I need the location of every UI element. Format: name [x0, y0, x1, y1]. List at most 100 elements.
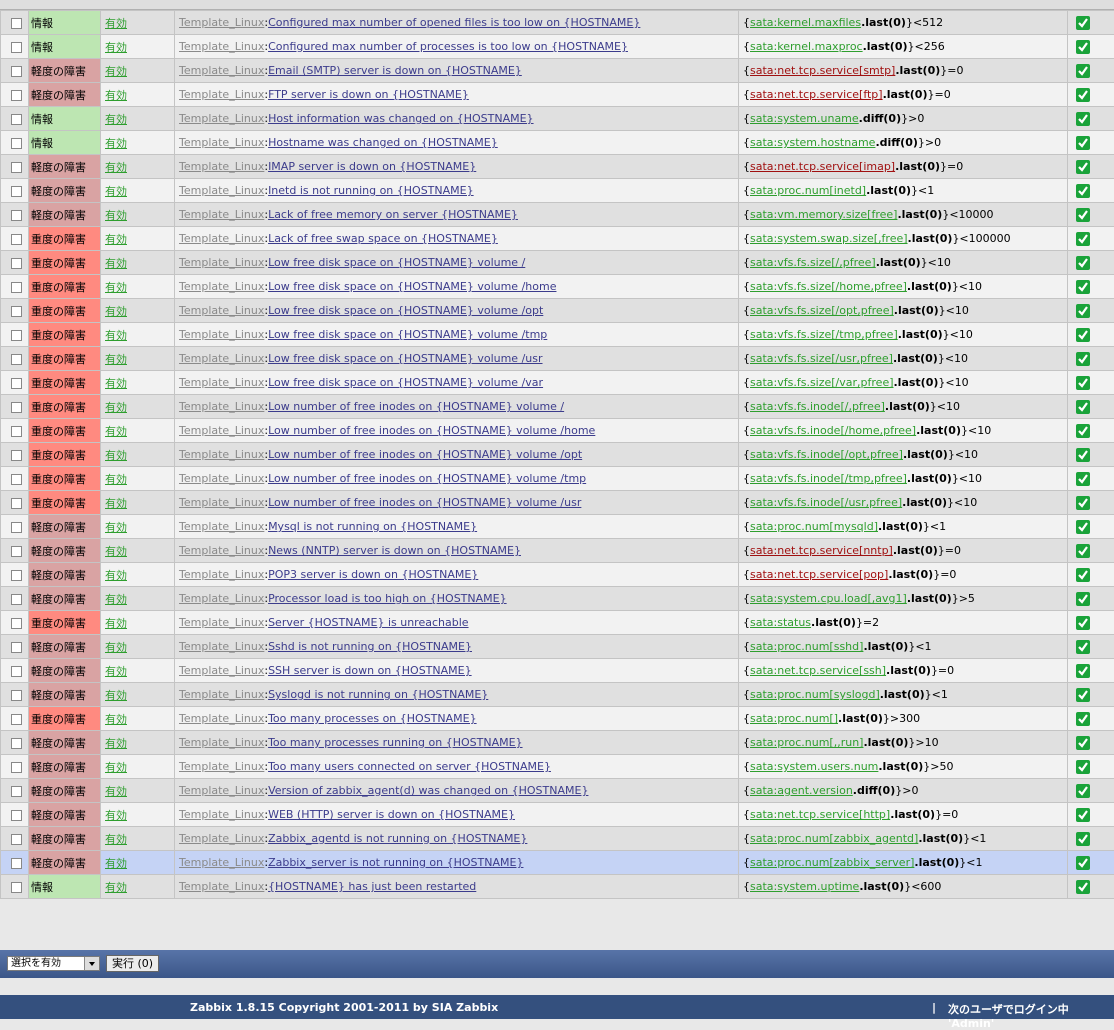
status-link[interactable]: 有効 [105, 497, 127, 510]
status-link[interactable]: 有効 [105, 137, 127, 150]
status-link[interactable]: 有効 [105, 401, 127, 414]
status-link[interactable]: 有効 [105, 473, 127, 486]
item-key[interactable]: sata:proc.num[syslogd] [750, 688, 880, 701]
trigger-name[interactable]: Too many processes running on {HOSTNAME} [268, 736, 522, 749]
item-key[interactable]: sata:agent.version [750, 784, 853, 797]
trigger-name[interactable]: Lack of free memory on server {HOSTNAME} [268, 208, 518, 221]
row-checkbox[interactable] [11, 714, 22, 725]
item-key[interactable]: sata:system.hostname [750, 136, 875, 149]
item-key[interactable]: sata:system.swap.size[,free] [750, 232, 908, 245]
row-checkbox[interactable] [11, 114, 22, 125]
host-link[interactable]: Template_Linux [179, 424, 264, 437]
status-link[interactable]: 有効 [105, 809, 127, 822]
host-link[interactable]: Template_Linux [179, 304, 264, 317]
item-key[interactable]: sata:kernel.maxproc [750, 40, 863, 53]
host-link[interactable]: Template_Linux [179, 784, 264, 797]
item-key[interactable]: sata:proc.num[zabbix_server] [750, 856, 914, 869]
trigger-name[interactable]: Email (SMTP) server is down on {HOSTNAME… [268, 64, 522, 77]
status-link[interactable]: 有効 [105, 353, 127, 366]
item-key[interactable]: sata:vfs.fs.inode[/opt,pfree] [750, 448, 903, 461]
status-link[interactable]: 有効 [105, 449, 127, 462]
status-link[interactable]: 有効 [105, 857, 127, 870]
host-link[interactable]: Template_Linux [179, 280, 264, 293]
row-checkbox[interactable] [11, 738, 22, 749]
item-key[interactable]: sata:system.uptime [750, 880, 859, 893]
status-link[interactable]: 有効 [105, 593, 127, 606]
host-link[interactable]: Template_Linux [179, 688, 264, 701]
host-link[interactable]: Template_Linux [179, 400, 264, 413]
row-checkbox[interactable] [11, 522, 22, 533]
status-link[interactable]: 有効 [105, 185, 127, 198]
host-link[interactable]: Template_Linux [179, 568, 264, 581]
item-key[interactable]: sata:vfs.fs.size[/home,pfree] [750, 280, 907, 293]
row-checkbox[interactable] [11, 594, 22, 605]
host-link[interactable]: Template_Linux [179, 232, 264, 245]
row-checkbox[interactable] [11, 90, 22, 101]
trigger-name[interactable]: Configured max number of processes is to… [268, 40, 628, 53]
item-key[interactable]: sata:system.uname [750, 112, 859, 125]
item-key[interactable]: sata:vfs.fs.size[/tmp,pfree] [750, 328, 898, 341]
host-link[interactable]: Template_Linux [179, 880, 264, 893]
item-key[interactable]: sata:net.tcp.service[pop] [750, 568, 888, 581]
row-checkbox[interactable] [11, 690, 22, 701]
row-checkbox[interactable] [11, 570, 22, 581]
item-key[interactable]: sata:status [750, 616, 811, 629]
item-key[interactable]: sata:net.tcp.service[imap] [750, 160, 895, 173]
item-key[interactable]: sata:net.tcp.service[ftp] [750, 88, 883, 101]
item-key[interactable]: sata:vfs.fs.inode[/usr,pfree] [750, 496, 902, 509]
trigger-name[interactable]: News (NNTP) server is down on {HOSTNAME} [268, 544, 521, 557]
trigger-name[interactable]: Zabbix_server is not running on {HOSTNAM… [268, 856, 523, 869]
status-link[interactable]: 有効 [105, 65, 127, 78]
status-link[interactable]: 有効 [105, 785, 127, 798]
trigger-name[interactable]: Zabbix_agentd is not running on {HOSTNAM… [268, 832, 527, 845]
row-checkbox[interactable] [11, 42, 22, 53]
item-key[interactable]: sata:net.tcp.service[nntp] [750, 544, 893, 557]
status-link[interactable]: 有効 [105, 17, 127, 30]
status-link[interactable]: 有効 [105, 881, 127, 894]
item-key[interactable]: sata:vfs.fs.inode[/tmp,pfree] [750, 472, 907, 485]
status-link[interactable]: 有効 [105, 521, 127, 534]
item-key[interactable]: sata:vfs.fs.size[/opt,pfree] [750, 304, 894, 317]
status-link[interactable]: 有効 [105, 761, 127, 774]
trigger-name[interactable]: Server {HOSTNAME} is unreachable [268, 616, 468, 629]
row-checkbox[interactable] [11, 18, 22, 29]
row-checkbox[interactable] [11, 402, 22, 413]
trigger-name[interactable]: Low free disk space on {HOSTNAME} volume… [268, 304, 543, 317]
item-key[interactable]: sata:proc.num[inetd] [750, 184, 866, 197]
status-link[interactable]: 有効 [105, 689, 127, 702]
row-checkbox[interactable] [11, 762, 22, 773]
host-link[interactable]: Template_Linux [179, 592, 264, 605]
action-select[interactable]: 選択を有効 [7, 956, 100, 971]
item-key[interactable]: sata:net.tcp.service[ssh] [750, 664, 886, 677]
row-checkbox[interactable] [11, 546, 22, 557]
item-key[interactable]: sata:net.tcp.service[http] [750, 808, 890, 821]
row-checkbox[interactable] [11, 882, 22, 893]
trigger-name[interactable]: Mysql is not running on {HOSTNAME} [268, 520, 477, 533]
trigger-name[interactable]: {HOSTNAME} has just been restarted [268, 880, 476, 893]
item-key[interactable]: sata:proc.num[,,run] [750, 736, 863, 749]
status-link[interactable]: 有効 [105, 737, 127, 750]
trigger-name[interactable]: Hostname was changed on {HOSTNAME} [268, 136, 498, 149]
row-checkbox[interactable] [11, 450, 22, 461]
row-checkbox[interactable] [11, 810, 22, 821]
item-key[interactable]: sata:vfs.fs.size[/var,pfree] [750, 376, 894, 389]
trigger-name[interactable]: Inetd is not running on {HOSTNAME} [268, 184, 474, 197]
host-link[interactable]: Template_Linux [179, 208, 264, 221]
status-link[interactable]: 有効 [105, 713, 127, 726]
item-key[interactable]: sata:proc.num[] [750, 712, 838, 725]
status-link[interactable]: 有効 [105, 545, 127, 558]
row-checkbox[interactable] [11, 186, 22, 197]
host-link[interactable]: Template_Linux [179, 328, 264, 341]
trigger-name[interactable]: Low free disk space on {HOSTNAME} volume… [268, 328, 547, 341]
row-checkbox[interactable] [11, 330, 22, 341]
execute-button[interactable]: 実行 (0) [106, 955, 159, 972]
trigger-name[interactable]: WEB (HTTP) server is down on {HOSTNAME} [268, 808, 515, 821]
trigger-name[interactable]: Low number of free inodes on {HOSTNAME} … [268, 448, 582, 461]
status-link[interactable]: 有効 [105, 833, 127, 846]
trigger-name[interactable]: FTP server is down on {HOSTNAME} [268, 88, 469, 101]
row-checkbox[interactable] [11, 786, 22, 797]
trigger-name[interactable]: SSH server is down on {HOSTNAME} [268, 664, 472, 677]
row-checkbox[interactable] [11, 858, 22, 869]
trigger-name[interactable]: Too many users connected on server {HOST… [268, 760, 551, 773]
item-key[interactable]: sata:proc.num[sshd] [750, 640, 863, 653]
